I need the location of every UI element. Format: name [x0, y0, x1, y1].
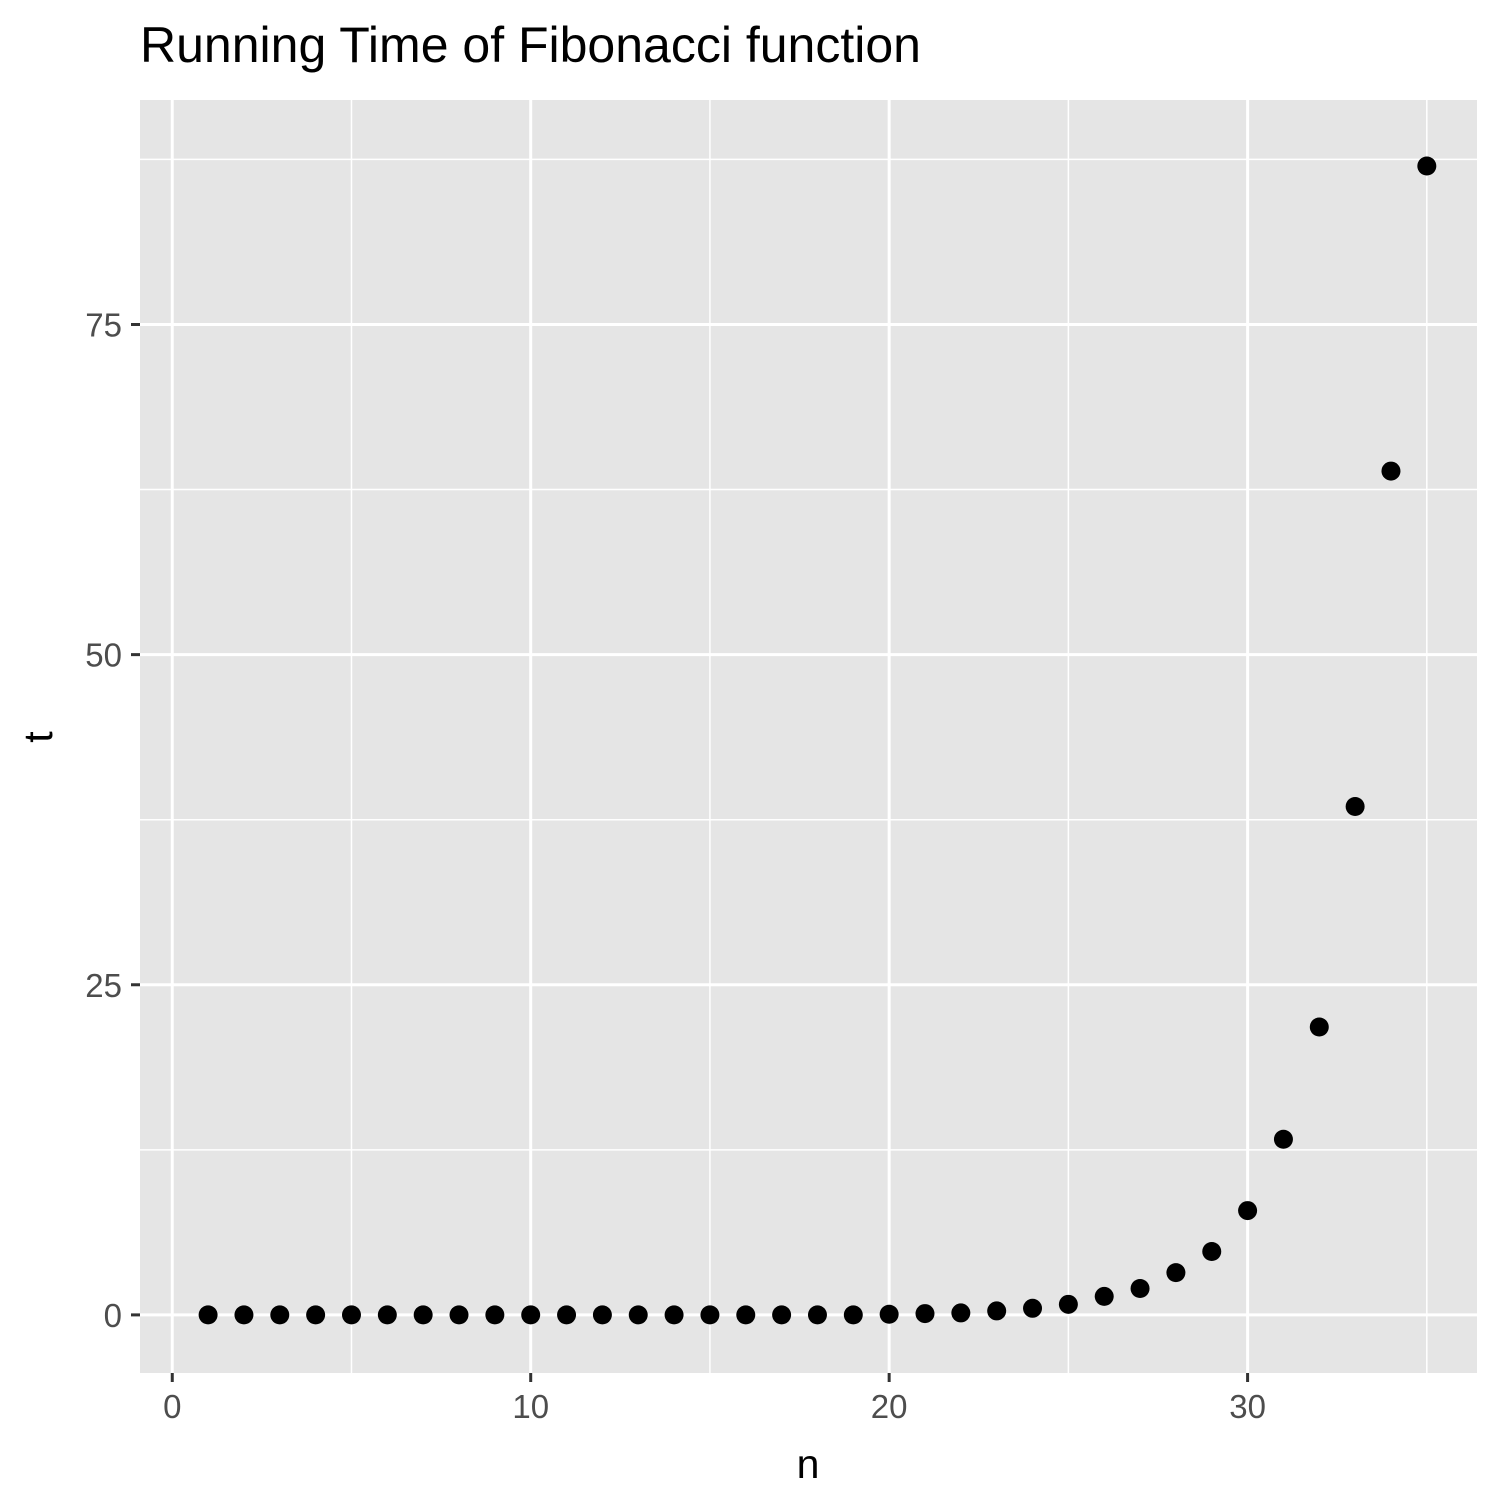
data-point — [1417, 156, 1437, 176]
x-tick-label: 20 — [871, 1388, 908, 1425]
y-tick-label: 0 — [104, 1297, 122, 1334]
x-axis-title: n — [797, 1441, 820, 1487]
data-point — [843, 1305, 863, 1325]
data-point — [915, 1304, 935, 1324]
data-point — [449, 1305, 469, 1325]
data-points — [198, 156, 1437, 1325]
data-point — [951, 1303, 971, 1323]
data-point — [1202, 1242, 1222, 1262]
data-point — [1309, 1017, 1329, 1037]
data-point — [1381, 461, 1401, 481]
data-point — [1273, 1129, 1293, 1149]
data-point — [234, 1305, 254, 1325]
data-point — [592, 1305, 612, 1325]
x-tick-label: 30 — [1229, 1388, 1266, 1425]
data-point — [270, 1305, 290, 1325]
data-point — [1345, 796, 1365, 816]
data-point — [1094, 1286, 1114, 1306]
data-point — [807, 1305, 827, 1325]
x-tick-label: 10 — [512, 1388, 549, 1425]
axis-ticks: 0 10 20 30 0 25 50 75 — [85, 306, 1266, 1425]
data-point — [557, 1305, 577, 1325]
data-point — [700, 1305, 720, 1325]
data-point — [987, 1301, 1007, 1321]
data-point — [1238, 1201, 1258, 1221]
data-point — [413, 1305, 433, 1325]
data-point — [198, 1305, 218, 1325]
plot-panel — [140, 100, 1477, 1373]
data-point — [485, 1305, 505, 1325]
data-point — [1023, 1298, 1043, 1318]
data-point — [1130, 1278, 1150, 1298]
data-point — [879, 1304, 899, 1324]
x-tick-label: 0 — [163, 1388, 181, 1425]
data-point — [772, 1305, 792, 1325]
data-point — [1166, 1263, 1186, 1283]
data-point — [377, 1305, 397, 1325]
data-point — [306, 1305, 326, 1325]
chart-title: Running Time of Fibonacci function — [140, 17, 921, 73]
data-point — [628, 1305, 648, 1325]
y-axis-title: t — [15, 731, 61, 743]
data-point — [664, 1305, 684, 1325]
data-point — [341, 1305, 361, 1325]
y-tick-label: 75 — [85, 306, 122, 343]
y-tick-label: 25 — [85, 967, 122, 1004]
data-point — [1058, 1294, 1078, 1314]
data-point — [736, 1305, 756, 1325]
minor-gridlines — [140, 100, 1477, 1373]
y-tick-label: 50 — [85, 637, 122, 674]
data-point — [521, 1305, 541, 1325]
